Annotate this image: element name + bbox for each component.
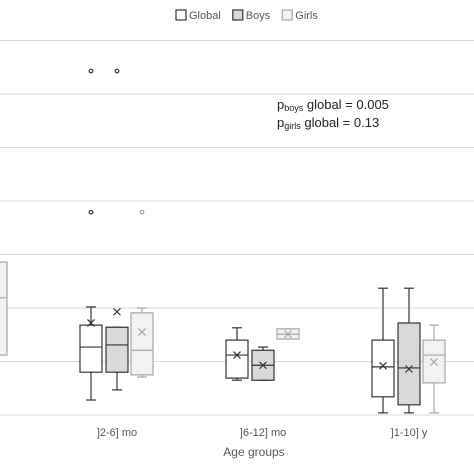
outlier [114,68,120,74]
annotation-text: global = 0.005 [303,97,389,112]
legend-swatch [232,9,244,21]
x-axis-label: Age groups [223,445,284,459]
mean-marker [138,328,146,336]
box [130,312,154,376]
box [0,261,8,356]
mean-marker [284,330,292,339]
mean-marker [430,358,438,366]
outlier [88,209,94,215]
box [225,339,249,379]
annotation-p: p [277,115,284,130]
mean-marker [87,319,95,327]
x-tick-label: ]2-6] mo [97,427,137,439]
box [79,324,103,373]
mean-marker [113,307,121,316]
legend-swatch [281,9,293,21]
box [397,322,421,406]
x-tick-label: ]6-12] mo [240,427,286,439]
outlier [139,209,145,215]
box [105,326,129,373]
legend-label: Global [189,10,221,22]
legend-label: Boys [246,10,271,22]
mean-marker [259,361,267,370]
mean-marker [379,361,387,370]
annotation: pgirls global = 0.13 [277,115,379,131]
mean-marker [233,351,241,360]
annotation: pboys global = 0.005 [277,97,389,113]
outlier [88,68,94,74]
legend-swatch [175,9,187,21]
annotation-sub: boys [284,103,304,113]
annotation-p: p [277,97,284,112]
x-tick-label: ]1-10] y [391,427,428,439]
box [371,339,395,398]
mean-marker [405,365,413,373]
legend-label: Girls [295,10,318,22]
annotation-text: global = 0.13 [301,115,379,130]
annotation-sub: girls [284,121,301,131]
